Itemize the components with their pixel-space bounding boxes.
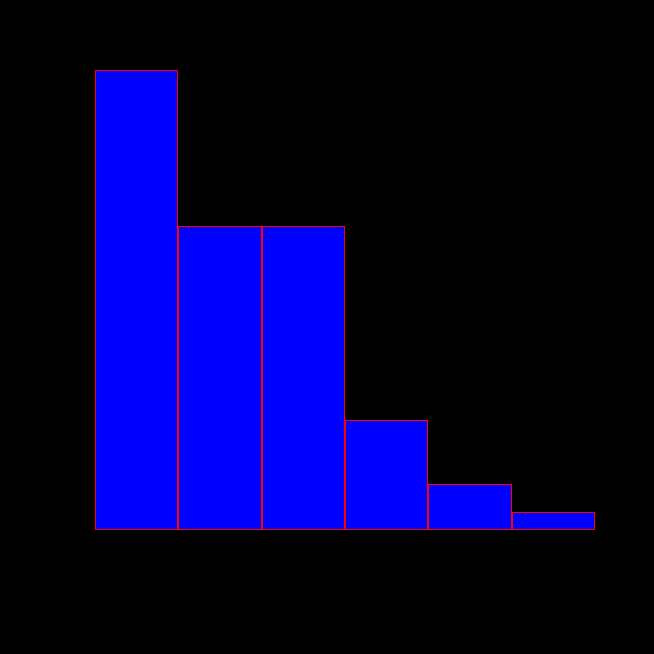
histogram-bar — [512, 512, 595, 530]
histogram-bar — [95, 70, 178, 530]
x-tick-label: 4 — [341, 544, 348, 559]
histogram-bar — [178, 226, 261, 530]
x-axis-label: iris$PetalLength — [291, 578, 400, 594]
histogram-bar — [345, 420, 428, 530]
x-tick-label: 3 — [258, 544, 265, 559]
x-tick-label: 5 — [425, 544, 432, 559]
y-tick-label: 20 — [47, 339, 87, 354]
x-tick-label: 7 — [591, 544, 598, 559]
x-tick-label: 2 — [175, 544, 182, 559]
histogram-bar — [428, 484, 511, 530]
y-tick-label: 0 — [47, 523, 87, 538]
y-tick-label: 10 — [47, 431, 87, 446]
histogram-bar — [262, 226, 345, 530]
x-tick-label: 6 — [508, 544, 515, 559]
plot-area — [95, 70, 595, 530]
chart-title: Histogram of PetalLength — [0, 30, 654, 47]
y-axis-label: Frequency — [19, 265, 35, 336]
histogram-chart: Histogram of PetalLength Frequency iris$… — [0, 0, 654, 654]
y-tick-label: 40 — [47, 155, 87, 170]
x-tick-label: 1 — [91, 544, 98, 559]
y-tick-label: 30 — [47, 247, 87, 262]
y-tick-label: 50 — [47, 63, 87, 78]
